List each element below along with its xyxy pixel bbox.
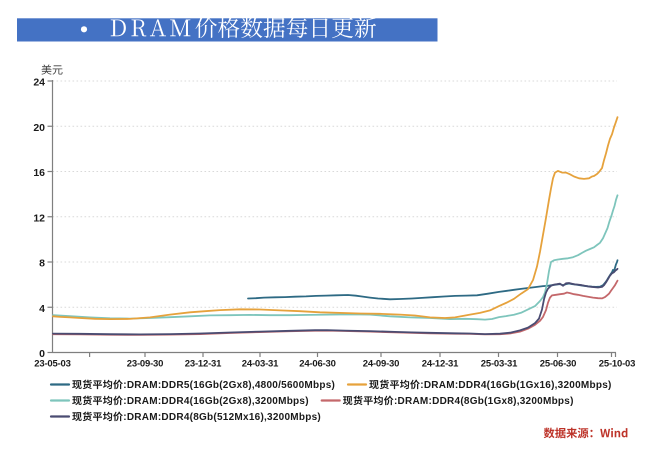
svg-text:12: 12 xyxy=(33,212,45,224)
svg-text::DRAM:DDR4(8Gb(1Gx8),3200Mbps): :DRAM:DDR4(8Gb(1Gx8),3200Mbps) xyxy=(394,396,574,407)
svg-text::DRAM:DDR5(16Gb(2Gx8),4800/560: :DRAM:DDR5(16Gb(2Gx8),4800/5600Mbps) xyxy=(123,380,335,391)
svg-text::DRAM:DDR4(8Gb(512Mx16),3200Mb: :DRAM:DDR4(8Gb(512Mx16),3200Mbps) xyxy=(123,412,321,423)
svg-text:23-05-03: 23-05-03 xyxy=(34,359,70,370)
svg-text:0: 0 xyxy=(39,348,45,360)
svg-text:25-03-31: 25-03-31 xyxy=(481,359,518,370)
svg-text:24-03-31: 24-03-31 xyxy=(242,359,279,370)
svg-text:23-09-30: 23-09-30 xyxy=(127,359,163,370)
svg-text:24-06-30: 24-06-30 xyxy=(299,359,335,370)
svg-text:20: 20 xyxy=(33,122,45,134)
svg-text:4: 4 xyxy=(39,303,45,315)
svg-text:25-06-30: 25-06-30 xyxy=(540,359,576,370)
svg-text:24: 24 xyxy=(33,77,45,89)
svg-text:24-12-31: 24-12-31 xyxy=(422,359,459,370)
svg-text::DRAM:DDR4(16Gb(2Gx8),3200Mbps: :DRAM:DDR4(16Gb(2Gx8),3200Mbps) xyxy=(123,396,309,407)
svg-text:24-09-30: 24-09-30 xyxy=(363,359,399,370)
svg-text:8: 8 xyxy=(39,258,45,270)
svg-text::DRAM:DDR4(16Gb(1Gx16),3200Mbp: :DRAM:DDR4(16Gb(1Gx16),3200Mbps) xyxy=(420,380,611,391)
svg-text:25-10-03: 25-10-03 xyxy=(599,359,635,370)
svg-text:23-12-31: 23-12-31 xyxy=(185,359,222,370)
svg-text:16: 16 xyxy=(33,167,45,179)
